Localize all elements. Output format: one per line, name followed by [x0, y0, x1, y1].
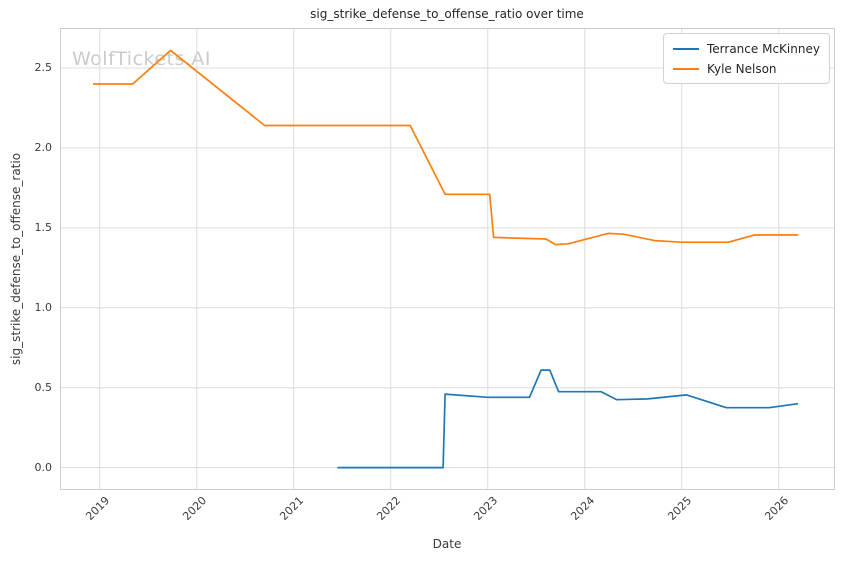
series-line — [337, 369, 799, 469]
plot-border — [60, 28, 835, 490]
y-tick-label: 2.0 — [34, 140, 53, 154]
x-tick-label: 2020 — [180, 494, 210, 523]
legend-line-swatch — [673, 67, 699, 70]
x-tick-label: 2024 — [567, 494, 597, 523]
x-tick-label: 2025 — [664, 494, 694, 523]
y-tick-label: 0.5 — [34, 380, 53, 394]
chart-title: sig_strike_defense_to_offense_ratio over… — [310, 7, 584, 21]
legend-label: Kyle Nelson — [707, 61, 777, 76]
y-tick-label: 2.5 — [34, 60, 53, 74]
legend-line-swatch — [673, 47, 699, 50]
x-tick-label: 2021 — [277, 494, 307, 523]
y-tick-label: 1.0 — [34, 300, 53, 314]
legend-item: Terrance McKinney — [673, 40, 820, 57]
x-tick-label: 2023 — [471, 494, 501, 523]
legend-item: Kyle Nelson — [673, 60, 819, 77]
watermark: WolfTickets.AI — [72, 48, 212, 70]
y-tick-label: 1.5 — [34, 220, 53, 234]
x-tick-label: 2026 — [761, 494, 791, 523]
legend: Terrance McKinney Kyle Nelson — [663, 33, 830, 84]
plot-area — [60, 28, 835, 490]
y-axis-label: sig_strike_defense_to_offense_ratio — [9, 152, 23, 366]
x-axis-label: Date — [432, 537, 462, 551]
x-tick-label: 2019 — [83, 494, 113, 523]
x-tick-label: 2022 — [374, 494, 404, 523]
series-line — [93, 49, 799, 246]
y-tick-label: 0.0 — [34, 460, 53, 474]
legend-label: Terrance McKinney — [707, 41, 820, 56]
